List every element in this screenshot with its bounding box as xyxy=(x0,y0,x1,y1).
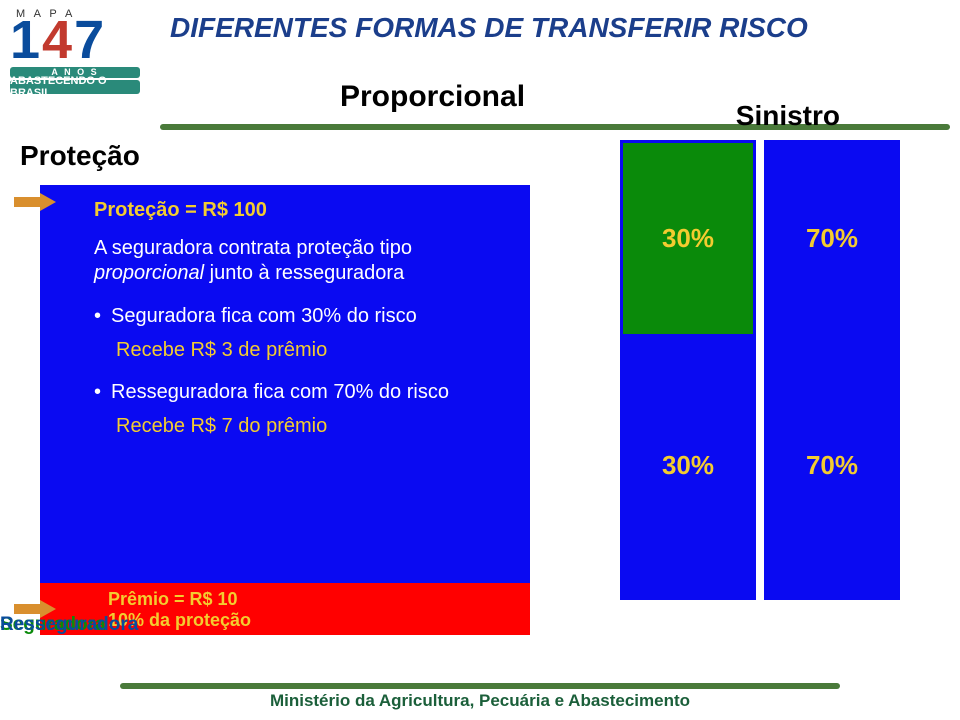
legend-resseguradora: Resseguradora xyxy=(0,614,138,636)
footer-brush xyxy=(120,683,840,689)
footer-text: Ministério da Agricultura, Pecuária e Ab… xyxy=(270,691,690,711)
protecao-blue-area: Proteção = R$ 100 A seguradora contrata … xyxy=(40,185,530,583)
bullet-seguradora: • Seguradora fica com 30% do risco xyxy=(94,304,514,329)
logo-d2: 4 xyxy=(42,16,72,65)
desc-italic: proporcional xyxy=(94,262,204,284)
descricao: A seguradora contrata proteção tipo prop… xyxy=(94,236,514,286)
sinistro-label: Sinistro xyxy=(736,100,840,132)
seguradora-top-cell: 30% xyxy=(623,143,753,334)
logo-d3: 7 xyxy=(74,16,104,65)
sinistro-chart: 30% 30% 70% 70% xyxy=(620,140,900,600)
logo: M A P A 1 4 7 A N O S ABASTECENDO O BRAS… xyxy=(10,8,150,94)
logo-number: 1 4 7 xyxy=(10,16,150,65)
desc-suffix: junto à resseguradora xyxy=(204,262,404,284)
recebe-line-2: Recebe R$ 7 do prêmio xyxy=(116,415,514,438)
seguradora-column: 30% 30% xyxy=(620,140,756,600)
protecao-label: Proteção xyxy=(20,140,140,172)
logo-tag: ABASTECENDO O BRASIL xyxy=(10,80,140,94)
footer: Ministério da Agricultura, Pecuária e Ab… xyxy=(0,674,960,720)
logo-d1: 1 xyxy=(10,16,40,65)
protecao-value: Proteção = R$ 100 xyxy=(94,199,514,222)
bullet-dot-icon: • xyxy=(94,380,101,405)
bullet2-text: Resseguradora fica com 70% do risco xyxy=(111,380,449,405)
resseguradora-bottom-cell: 70% xyxy=(767,334,897,597)
page-title: DIFERENTES FORMAS DE TRANSFERIR RISCO xyxy=(170,12,808,44)
bullet-resseguradora: • Resseguradora fica com 70% do risco xyxy=(94,380,514,405)
premio-value: Prêmio = R$ 10 xyxy=(108,589,251,610)
protecao-column: Proteção = R$ 100 A seguradora contrata … xyxy=(40,185,530,635)
resseguradora-column: 70% 70% xyxy=(764,140,900,600)
recebe-line-1: Recebe R$ 3 de prêmio xyxy=(116,339,514,362)
desc-prefix: A seguradora contrata proteção tipo xyxy=(94,237,412,259)
bullet1-text: Seguradora fica com 30% do risco xyxy=(111,304,417,329)
subtitle-proporcional: Proporcional xyxy=(340,80,525,114)
seguradora-bottom-cell: 30% xyxy=(623,334,753,597)
resseguradora-top-cell: 70% xyxy=(767,143,897,334)
bullet-dot-icon: • xyxy=(94,304,101,329)
arrow-icon xyxy=(14,193,56,211)
